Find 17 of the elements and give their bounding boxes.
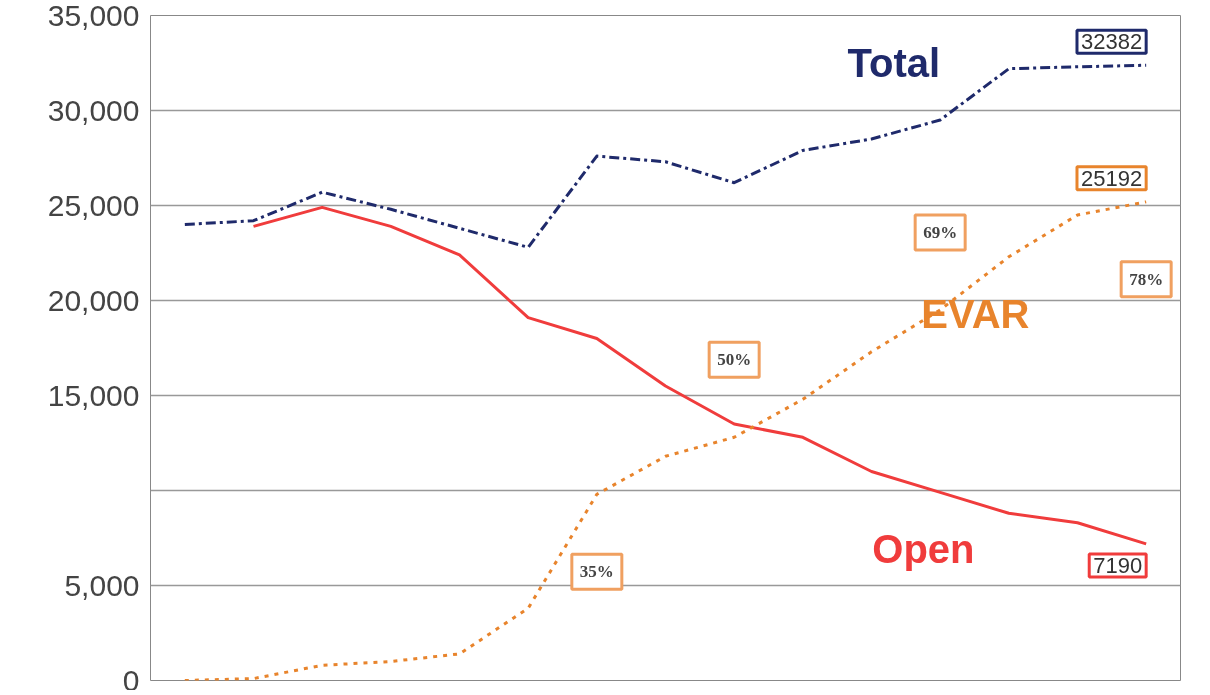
annotation: 35%: [579, 562, 614, 582]
y-tick-label: 35,000: [47, 0, 140, 32]
data-label: 32382: [1080, 29, 1143, 55]
y-tick-label: 15,000: [47, 378, 140, 412]
y-tick-label: 20,000: [47, 283, 140, 317]
series-label: EVAR: [921, 291, 1030, 336]
data-label: 7190: [1093, 552, 1143, 578]
annotation: 78%: [1129, 269, 1164, 289]
series-label: Open: [872, 527, 975, 572]
y-tick-label: 5,000: [64, 568, 140, 602]
y-tick-label: 25,000: [47, 188, 140, 222]
annotation: 50%: [717, 350, 752, 370]
annotation: 69%: [923, 223, 958, 242]
y-tick-label: 30,000: [47, 93, 140, 127]
data-label: 25192: [1080, 165, 1143, 191]
y-tick-label: 0: [122, 663, 140, 695]
series-label: Total: [847, 41, 941, 85]
